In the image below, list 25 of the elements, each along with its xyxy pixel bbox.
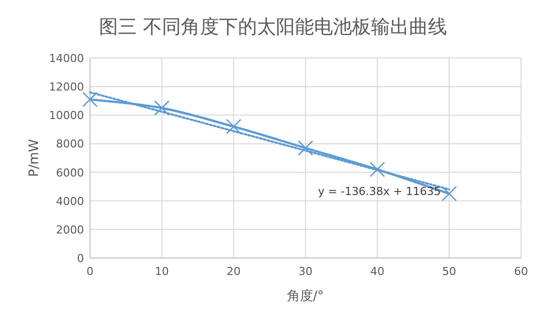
point <box>226 118 242 134</box>
y-tick-label: 4000 <box>56 194 84 208</box>
point <box>298 140 314 156</box>
x-tick-label: 40 <box>370 265 384 278</box>
x-tick-label: 10 <box>154 265 169 278</box>
y-axis-title: P/mW <box>27 138 42 177</box>
point <box>370 162 385 178</box>
x-tick-label: 50 <box>442 265 456 278</box>
y-tick-label: 6000 <box>56 166 84 180</box>
point <box>82 92 98 108</box>
y-tick-label: 14000 <box>49 52 84 65</box>
x-tick-label: 30 <box>298 265 312 278</box>
y-tick-label: 8000 <box>56 138 84 151</box>
x-axis-title: 角度/° <box>287 288 324 304</box>
chart-title: 图三 不同角度下的太阳能电池板输出曲线 <box>98 16 448 38</box>
y-tick-label: 0 <box>77 252 84 265</box>
x-tick-label: 60 <box>514 265 528 278</box>
annotation: y = -136.38x + 11635 <box>318 185 441 198</box>
y-tick-label: 2000 <box>56 223 84 236</box>
x-tick-label: 20 <box>226 265 241 278</box>
y-tick-label: 12000 <box>49 80 84 94</box>
x-tick-label: 0 <box>86 265 94 278</box>
y-tick-label: 10000 <box>49 109 84 122</box>
point <box>154 100 170 116</box>
point <box>442 186 457 202</box>
